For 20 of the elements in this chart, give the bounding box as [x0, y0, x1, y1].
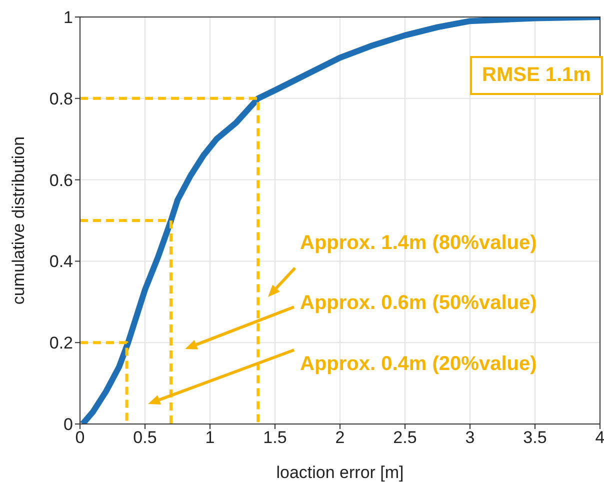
x-tick-label: 4	[595, 428, 604, 448]
x-tick-label: 2	[335, 428, 345, 448]
y-tick-label: 1	[64, 8, 73, 28]
annotation: RMSE 1.1m	[470, 56, 603, 95]
x-tick-label: 0.5	[133, 428, 157, 448]
annotation: Approx. 1.4m (80%value)	[300, 232, 537, 255]
x-tick-label: 3	[465, 428, 475, 448]
annotation: Approx. 0.4m (20%value)	[300, 353, 537, 376]
y-axis-title: cumulative distribution	[9, 136, 28, 305]
x-axis-title: loaction error [m]	[276, 463, 404, 482]
x-tick-label: 2.5	[393, 428, 417, 448]
y-tick-label: 0.8	[49, 89, 73, 108]
x-tick-label: 3.5	[523, 428, 547, 448]
y-tick-label: 0.4	[49, 252, 73, 272]
y-tick-label: 0.6	[49, 170, 73, 190]
y-tick-label: 0	[64, 415, 73, 434]
x-tick-label: 1.5	[263, 428, 287, 448]
x-tick-label: 1	[205, 428, 215, 448]
annotation: Approx. 0.6m (50%value)	[300, 292, 537, 315]
y-tick-label: 0.2	[49, 334, 73, 353]
